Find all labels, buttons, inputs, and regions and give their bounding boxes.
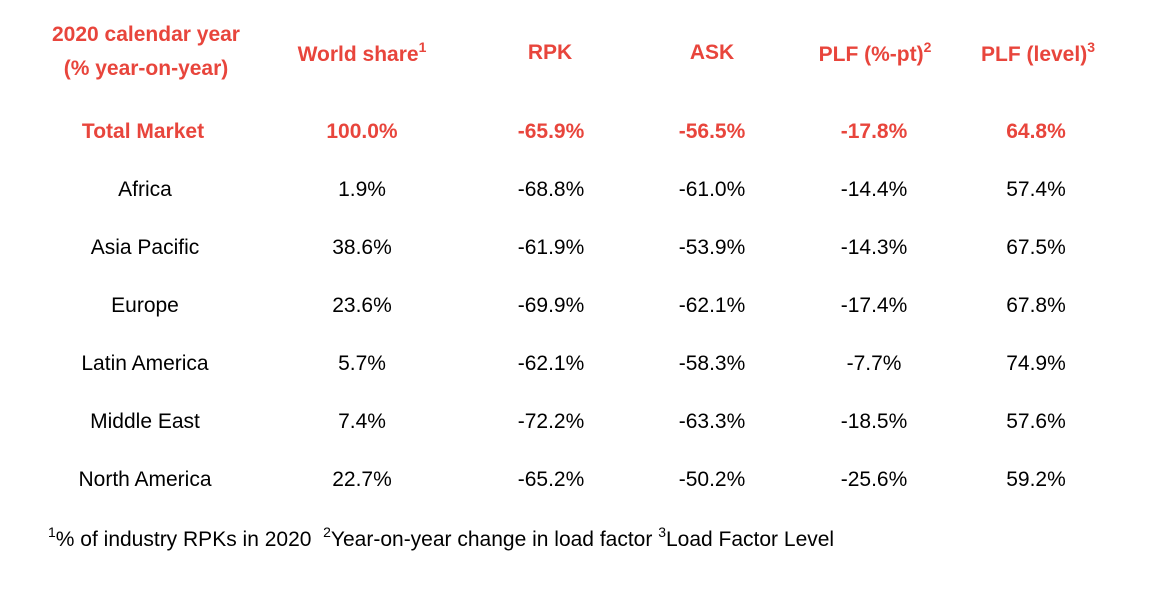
footnote-2-text: Year-on-year change in load factor	[330, 528, 653, 551]
cell-plf-pt: -18.5%	[840, 410, 908, 433]
footnote-3-mark: 3	[658, 524, 666, 540]
footnotes: 1% of industry RPKs in 2020 2Year-on-yea…	[48, 525, 835, 552]
table-row: Middle East 7.4% -72.2% -63.3% -18.5% 57…	[0, 402, 1168, 442]
cell-world-share: 100.0%	[326, 120, 398, 143]
footnote-1-mark: 1	[48, 524, 56, 540]
cell-rpk: -68.8%	[517, 178, 585, 201]
footnote-1-text: % of industry RPKs in 2020	[55, 528, 312, 551]
table-row: Europe 23.6% -69.9% -62.1% -17.4% 67.8%	[0, 286, 1168, 326]
header-plf-level-label: PLF (level)	[981, 43, 1088, 66]
cell-region: North America	[78, 468, 212, 491]
cell-plf-pt: -17.8%	[840, 120, 908, 143]
cell-region: Total Market	[81, 120, 205, 143]
cell-plf-level: 67.8%	[1006, 294, 1066, 317]
table-row: Africa 1.9% -68.8% -61.0% -14.4% 57.4%	[0, 170, 1168, 210]
cell-ask: -62.1%	[678, 294, 746, 317]
cell-region: Latin America	[81, 352, 209, 375]
cell-world-share: 22.7%	[332, 468, 392, 491]
cell-plf-pt: -14.4%	[840, 178, 908, 201]
header-plf-pt-note: 2	[923, 39, 932, 55]
cell-ask: -58.3%	[678, 352, 746, 375]
cell-rpk: -65.9%	[517, 120, 585, 143]
cell-world-share: 23.6%	[332, 294, 392, 317]
cell-region: Africa	[118, 178, 172, 201]
cell-rpk: -62.1%	[517, 352, 585, 375]
cell-ask: -56.5%	[678, 120, 746, 143]
cell-ask: -50.2%	[678, 468, 746, 491]
cell-plf-pt: -7.7%	[846, 352, 902, 375]
table-row: North America 22.7% -65.2% -50.2% -25.6%…	[0, 460, 1168, 500]
cell-rpk: -69.9%	[517, 294, 585, 317]
cell-plf-level: 59.2%	[1006, 468, 1066, 491]
header-world-share-note: 1	[418, 39, 427, 55]
header-rpk: RPK	[500, 36, 600, 70]
cell-world-share: 1.9%	[338, 178, 386, 201]
table-row: Asia Pacific 38.6% -61.9% -53.9% -14.3% …	[0, 228, 1168, 268]
cell-rpk: -65.2%	[517, 468, 585, 491]
header-region-column: 2020 calendar year (% year-on-year)	[26, 18, 266, 86]
cell-region: Middle East	[90, 410, 200, 433]
cell-rpk: -72.2%	[517, 410, 585, 433]
footnote-2-mark: 2	[323, 524, 331, 540]
header-ask-label: ASK	[689, 41, 735, 64]
header-region-line2: (% year-on-year)	[63, 57, 229, 80]
header-plf-level: PLF (level)3	[958, 38, 1118, 72]
cell-ask: -53.9%	[678, 236, 746, 259]
header-plf-pt-label: PLF (%-pt)	[818, 43, 924, 66]
header-region-line1: 2020 calendar year	[52, 23, 240, 46]
header-rpk-label: RPK	[527, 41, 573, 64]
footnote-3-text: Load Factor Level	[665, 528, 835, 551]
cell-rpk: -61.9%	[517, 236, 585, 259]
cell-world-share: 38.6%	[332, 236, 392, 259]
table-row: Latin America 5.7% -62.1% -58.3% -7.7% 7…	[0, 344, 1168, 384]
cell-plf-level: 67.5%	[1006, 236, 1066, 259]
cell-plf-pt: -25.6%	[840, 468, 908, 491]
header-plf-level-note: 3	[1087, 39, 1095, 55]
cell-ask: -61.0%	[678, 178, 746, 201]
cell-plf-pt: -17.4%	[840, 294, 908, 317]
cell-region: Europe	[111, 294, 179, 317]
table-row-total-market: Total Market 100.0% -65.9% -56.5% -17.8%…	[0, 112, 1168, 152]
cell-plf-pt: -14.3%	[840, 236, 908, 259]
cell-plf-level: 64.8%	[1006, 120, 1066, 143]
header-plf-pt: PLF (%-pt)2	[795, 38, 955, 72]
cell-plf-level: 57.4%	[1006, 178, 1066, 201]
cell-plf-level: 57.6%	[1006, 410, 1066, 433]
cell-ask: -63.3%	[678, 410, 746, 433]
header-world-share: World share1	[262, 38, 462, 72]
cell-world-share: 5.7%	[338, 352, 386, 375]
cell-plf-level: 74.9%	[1006, 352, 1066, 375]
header-ask: ASK	[662, 36, 762, 70]
cell-world-share: 7.4%	[338, 410, 386, 433]
cell-region: Asia Pacific	[90, 236, 200, 259]
header-world-share-label: World share	[297, 43, 419, 66]
